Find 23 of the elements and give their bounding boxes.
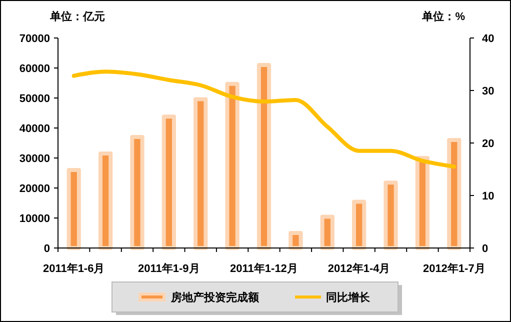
y-tick-label: 20000 bbox=[19, 182, 50, 195]
y2-axis-title: 单位：% bbox=[421, 10, 466, 23]
y-tick-label: 10000 bbox=[19, 212, 50, 225]
x-tick-label: 2011年1-9月 bbox=[138, 262, 200, 275]
legend-label: 房地产投资完成额 bbox=[170, 290, 260, 304]
y2-tick-label: 30 bbox=[482, 85, 494, 98]
legend-label: 同比增长 bbox=[326, 290, 371, 304]
y-tick-label: 40000 bbox=[19, 122, 50, 135]
y-tick-label: 0 bbox=[44, 242, 50, 255]
y-axis-title: 单位：亿元 bbox=[49, 10, 105, 23]
y2-tick-label: 20 bbox=[482, 138, 494, 150]
x-tick-label: 2011年1-6月 bbox=[42, 262, 105, 275]
x-tick-label: 2012年1-7月 bbox=[422, 262, 486, 275]
y2-tick-label: 0 bbox=[482, 242, 488, 255]
x-tick-label: 2011年1-12月 bbox=[230, 262, 298, 275]
y2-tick-label: 10 bbox=[482, 190, 494, 202]
x-tick-label: 2012年1-4月 bbox=[328, 262, 390, 275]
y2-tick-label: 40 bbox=[482, 32, 494, 45]
line-series bbox=[72, 70, 456, 169]
y-tick-label: 70000 bbox=[19, 32, 50, 45]
y-tick-label: 50000 bbox=[19, 92, 50, 105]
y-tick-label: 30000 bbox=[19, 152, 50, 165]
y-tick-label: 60000 bbox=[19, 62, 50, 75]
